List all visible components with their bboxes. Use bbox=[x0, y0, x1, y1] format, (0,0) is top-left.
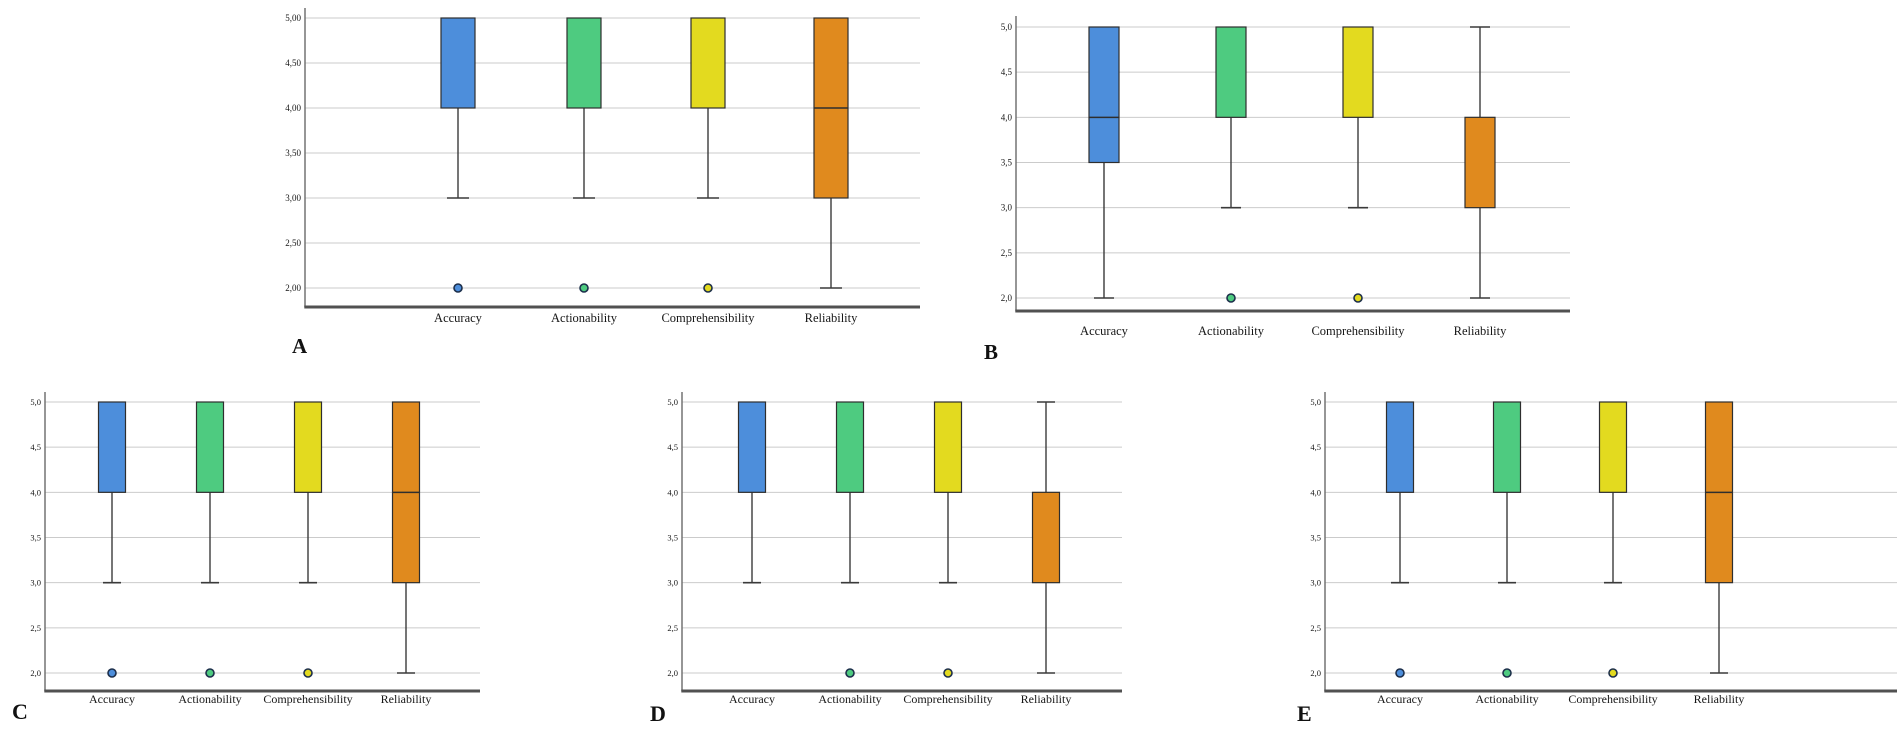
category-label-accuracy: Accuracy bbox=[1377, 692, 1423, 706]
box-accuracy bbox=[737, 401, 767, 493]
y-tick-label: 5,0 bbox=[1001, 22, 1013, 32]
panel-label-b: B bbox=[984, 340, 999, 364]
y-tick-label: 2,5 bbox=[30, 623, 41, 633]
y-tick-label: 4,0 bbox=[30, 487, 41, 497]
category-label-reliability: Reliability bbox=[1021, 692, 1072, 706]
y-tick-label: 3,5 bbox=[667, 533, 678, 543]
box-comprehensibility bbox=[933, 401, 963, 493]
category-label-comprehensibility: Comprehensibility bbox=[1568, 692, 1657, 706]
y-tick-label: 5,0 bbox=[667, 397, 678, 407]
y-tick-label: 5,0 bbox=[1310, 397, 1321, 407]
y-tick-label: 3,0 bbox=[667, 578, 678, 588]
category-label-actionability: Actionability bbox=[1475, 692, 1538, 706]
category-label-actionability: Actionability bbox=[818, 692, 881, 706]
boxplot-panel-e: 5,0 4,5 4,0 3,5 3,0 2,5 2,0 Accuracy Actionabili… bbox=[1310, 392, 1897, 706]
box-comprehensibility bbox=[690, 17, 726, 109]
y-tick-label: 2,0 bbox=[667, 668, 678, 678]
outlier-point-comprehensibility bbox=[943, 668, 953, 678]
box-accuracy bbox=[440, 17, 476, 109]
y-tick-label: 4,5 bbox=[1001, 67, 1013, 77]
category-label-comprehensibility: Comprehensibility bbox=[1311, 324, 1405, 338]
y-tick-label: 3,5 bbox=[30, 533, 41, 543]
y-tick-label: 4,0 bbox=[1310, 487, 1321, 497]
outlier-point-comprehensibility bbox=[303, 668, 313, 678]
box-accuracy bbox=[1088, 26, 1120, 164]
box-comprehensibility bbox=[1598, 401, 1628, 493]
box-actionability bbox=[566, 17, 602, 109]
y-tick-label: 2,0 bbox=[1310, 668, 1321, 678]
outlier-point-comprehensibility bbox=[703, 283, 713, 293]
y-tick-label: 2,00 bbox=[285, 283, 301, 293]
outlier-point-comprehensibility bbox=[1353, 293, 1363, 303]
box-comprehensibility bbox=[1342, 26, 1374, 118]
boxplot-panel-b: 5,0 4,5 4,0 3,5 3,0 2,5 2,0 Accuracy Actionabili… bbox=[1001, 16, 1570, 338]
box-actionability bbox=[1215, 26, 1247, 118]
y-tick-label: 3,50 bbox=[285, 148, 301, 158]
panel-label-e: E bbox=[1297, 701, 1312, 726]
category-label-accuracy: Accuracy bbox=[729, 692, 775, 706]
category-label-comprehensibility: Comprehensibility bbox=[263, 692, 352, 706]
outlier-point-actionability bbox=[845, 668, 855, 678]
category-label-reliability: Reliability bbox=[1454, 324, 1508, 338]
category-label-reliability: Reliability bbox=[1694, 692, 1745, 706]
category-label-comprehensibility: Comprehensibility bbox=[903, 692, 992, 706]
category-label-reliability: Reliability bbox=[805, 311, 859, 325]
category-label-actionability: Actionability bbox=[551, 311, 618, 325]
y-tick-label: 4,5 bbox=[30, 442, 41, 452]
y-tick-label: 3,0 bbox=[1001, 203, 1013, 213]
box-reliability bbox=[1464, 116, 1496, 209]
panel-label-c: C bbox=[12, 699, 28, 724]
y-tick-label: 3,0 bbox=[1310, 578, 1321, 588]
panel-label-a: A bbox=[292, 334, 308, 358]
box-actionability bbox=[1492, 401, 1522, 493]
y-tick-label: 2,5 bbox=[1310, 623, 1321, 633]
category-label-accuracy: Accuracy bbox=[89, 692, 135, 706]
y-tick-label: 4,0 bbox=[667, 487, 678, 497]
category-label-actionability: Actionability bbox=[178, 692, 241, 706]
category-label-reliability: Reliability bbox=[381, 692, 432, 706]
boxplot-panel-a: 5,00 4,50 4,00 3,50 3,00 2,50 2,00 Accuracy Acti… bbox=[285, 8, 920, 325]
category-label-actionability: Actionability bbox=[1198, 324, 1265, 338]
y-tick-label: 4,50 bbox=[285, 58, 301, 68]
outlier-point-actionability bbox=[579, 283, 589, 293]
y-tick-label: 3,00 bbox=[285, 193, 301, 203]
category-label-comprehensibility: Comprehensibility bbox=[661, 311, 755, 325]
outlier-point-actionability bbox=[1502, 668, 1512, 678]
y-tick-label: 3,5 bbox=[1310, 533, 1321, 543]
y-tick-label: 4,5 bbox=[667, 442, 678, 452]
boxplot-panel-c: 5,0 4,5 4,0 3,5 3,0 2,5 2,0 Accuracy Actionabili… bbox=[30, 392, 480, 706]
y-tick-label: 4,0 bbox=[1001, 112, 1013, 122]
y-tick-label: 5,00 bbox=[285, 13, 301, 23]
outlier-point-accuracy bbox=[453, 283, 463, 293]
box-comprehensibility bbox=[293, 401, 323, 493]
outlier-point-actionability bbox=[1226, 293, 1236, 303]
y-tick-label: 2,5 bbox=[1001, 248, 1013, 258]
outlier-point-comprehensibility bbox=[1608, 668, 1618, 678]
category-label-accuracy: Accuracy bbox=[1080, 324, 1129, 338]
y-tick-label: 2,50 bbox=[285, 238, 301, 248]
y-tick-label: 5,0 bbox=[30, 397, 41, 407]
y-tick-label: 4,5 bbox=[1310, 442, 1321, 452]
y-tick-label: 2,5 bbox=[667, 623, 678, 633]
box-actionability bbox=[195, 401, 225, 493]
y-tick-label: 3,0 bbox=[30, 578, 41, 588]
box-accuracy bbox=[1385, 401, 1415, 493]
box-accuracy bbox=[97, 401, 127, 493]
outlier-point-actionability bbox=[205, 668, 215, 678]
outlier-point-accuracy bbox=[107, 668, 117, 678]
category-label-accuracy: Accuracy bbox=[434, 311, 483, 325]
y-tick-label: 2,0 bbox=[30, 668, 41, 678]
y-tick-label: 4,00 bbox=[285, 103, 301, 113]
y-tick-label: 2,0 bbox=[1001, 293, 1013, 303]
panel-label-d: D bbox=[650, 701, 666, 726]
y-tick-label: 3,5 bbox=[1001, 158, 1013, 168]
outlier-point-accuracy bbox=[1395, 668, 1405, 678]
box-reliability bbox=[1031, 491, 1061, 584]
boxplot-panel-d: 5,0 4,5 4,0 3,5 3,0 2,5 2,0 Accuracy Actionabili… bbox=[667, 392, 1122, 706]
box-actionability bbox=[835, 401, 865, 493]
